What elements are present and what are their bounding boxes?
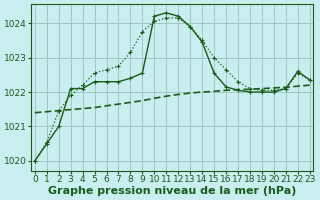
- X-axis label: Graphe pression niveau de la mer (hPa): Graphe pression niveau de la mer (hPa): [48, 186, 296, 196]
